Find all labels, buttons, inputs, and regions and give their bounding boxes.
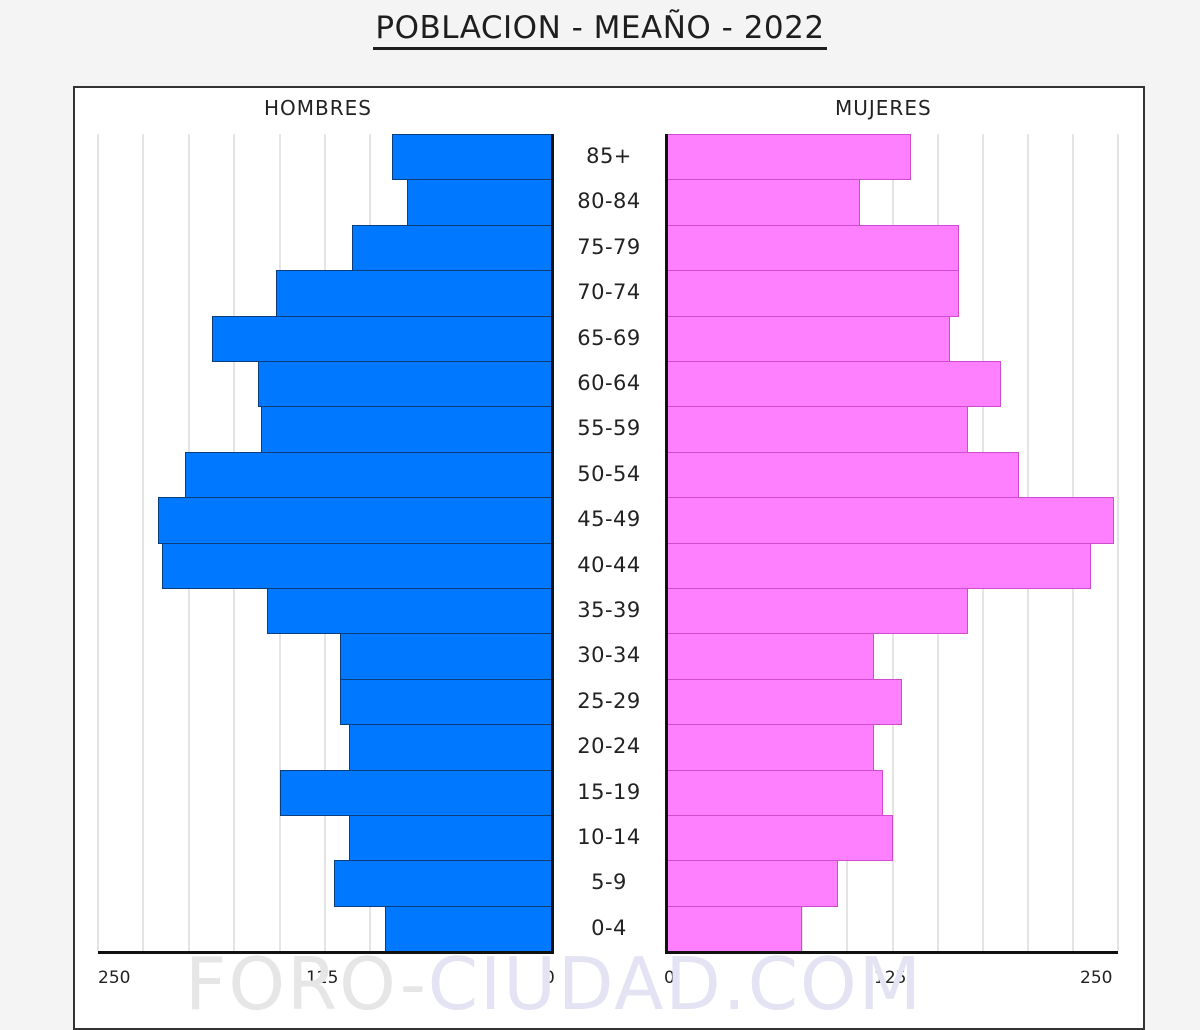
age-group-label: 30-34 <box>577 643 641 668</box>
gridline-left <box>97 134 99 952</box>
male-bar-50-54 <box>185 451 552 499</box>
tick-left-0: 0 <box>544 968 555 988</box>
male-label: HOMBRES <box>264 96 372 120</box>
gridline-left <box>142 134 145 952</box>
male-zero-axis <box>551 134 554 954</box>
female-bar-70-74 <box>667 270 960 317</box>
female-bar-75-79 <box>667 224 960 272</box>
female-bar-80-84 <box>667 179 861 226</box>
age-group-label: 40-44 <box>577 552 641 577</box>
male-bar-60-64 <box>257 361 552 408</box>
female-bar-25-29 <box>667 678 902 726</box>
age-group-label: 60-64 <box>577 371 641 395</box>
male-bar-0-4 <box>384 905 552 953</box>
age-group-label: 75-79 <box>577 234 641 259</box>
female-zero-axis <box>665 134 668 954</box>
age-group-label: 50-54 <box>577 461 641 486</box>
age-group-label: 80-84 <box>577 189 641 214</box>
age-group-label: 5-9 <box>591 870 627 895</box>
male-bar-15-19 <box>279 769 552 816</box>
age-group-label: 15-19 <box>577 779 641 804</box>
female-bar-85+ <box>667 134 911 181</box>
female-bar-5-9 <box>667 860 839 907</box>
tick-right-0: 0 <box>664 968 675 988</box>
age-group-label: 65-69 <box>577 325 641 350</box>
male-bar-20-24 <box>348 724 552 771</box>
male-bar-35-39 <box>266 588 552 635</box>
male-bar-30-34 <box>339 633 552 680</box>
chart-title-text: POBLACION - MEAÑO - 2022 <box>373 10 827 50</box>
female-bar-30-34 <box>667 633 875 680</box>
age-group-label: 25-29 <box>577 688 641 713</box>
female-bar-35-39 <box>667 588 969 635</box>
female-bar-55-59 <box>667 406 969 453</box>
male-x-axis <box>98 951 554 955</box>
tick-right-125: 125 <box>874 968 907 988</box>
female-bar-60-64 <box>667 361 1001 408</box>
female-bar-20-24 <box>667 724 875 771</box>
tick-left-125: 125 <box>306 968 339 988</box>
age-group-label: 55-59 <box>577 416 641 441</box>
male-bar-45-49 <box>157 497 552 544</box>
female-x-axis <box>665 951 1118 955</box>
female-bar-15-19 <box>667 769 884 816</box>
female-bar-40-44 <box>667 542 1091 589</box>
female-label: MUJERES <box>835 96 932 120</box>
male-bar-80-84 <box>406 179 552 226</box>
female-bar-65-69 <box>667 315 951 362</box>
male-bar-5-9 <box>334 860 552 907</box>
female-bar-10-14 <box>667 815 893 862</box>
female-bar-50-54 <box>667 451 1019 499</box>
gridline-right <box>1117 134 1119 952</box>
age-group-label: 10-14 <box>577 825 641 849</box>
male-bar-70-74 <box>275 270 552 317</box>
male-bar-85+ <box>392 134 552 181</box>
female-bar-0-4 <box>667 905 803 953</box>
age-group-label: 45-49 <box>577 507 641 532</box>
male-bar-10-14 <box>348 815 552 862</box>
age-group-label: 20-24 <box>577 734 641 759</box>
tick-right-250: 250 <box>1080 968 1113 988</box>
age-group-label: 0-4 <box>591 915 627 940</box>
age-group-label: 85+ <box>586 144 632 168</box>
female-bar-45-49 <box>667 497 1115 544</box>
age-group-label: 35-39 <box>577 598 641 622</box>
age-group-label: 70-74 <box>577 280 641 305</box>
male-bar-40-44 <box>161 542 552 589</box>
male-bar-25-29 <box>339 678 552 726</box>
male-bar-55-59 <box>261 406 552 453</box>
chart-title: POBLACION - MEAÑO - 2022 <box>0 10 1200 50</box>
male-bar-65-69 <box>212 315 552 362</box>
male-bar-75-79 <box>352 224 552 272</box>
tick-left-250: 250 <box>98 968 131 988</box>
